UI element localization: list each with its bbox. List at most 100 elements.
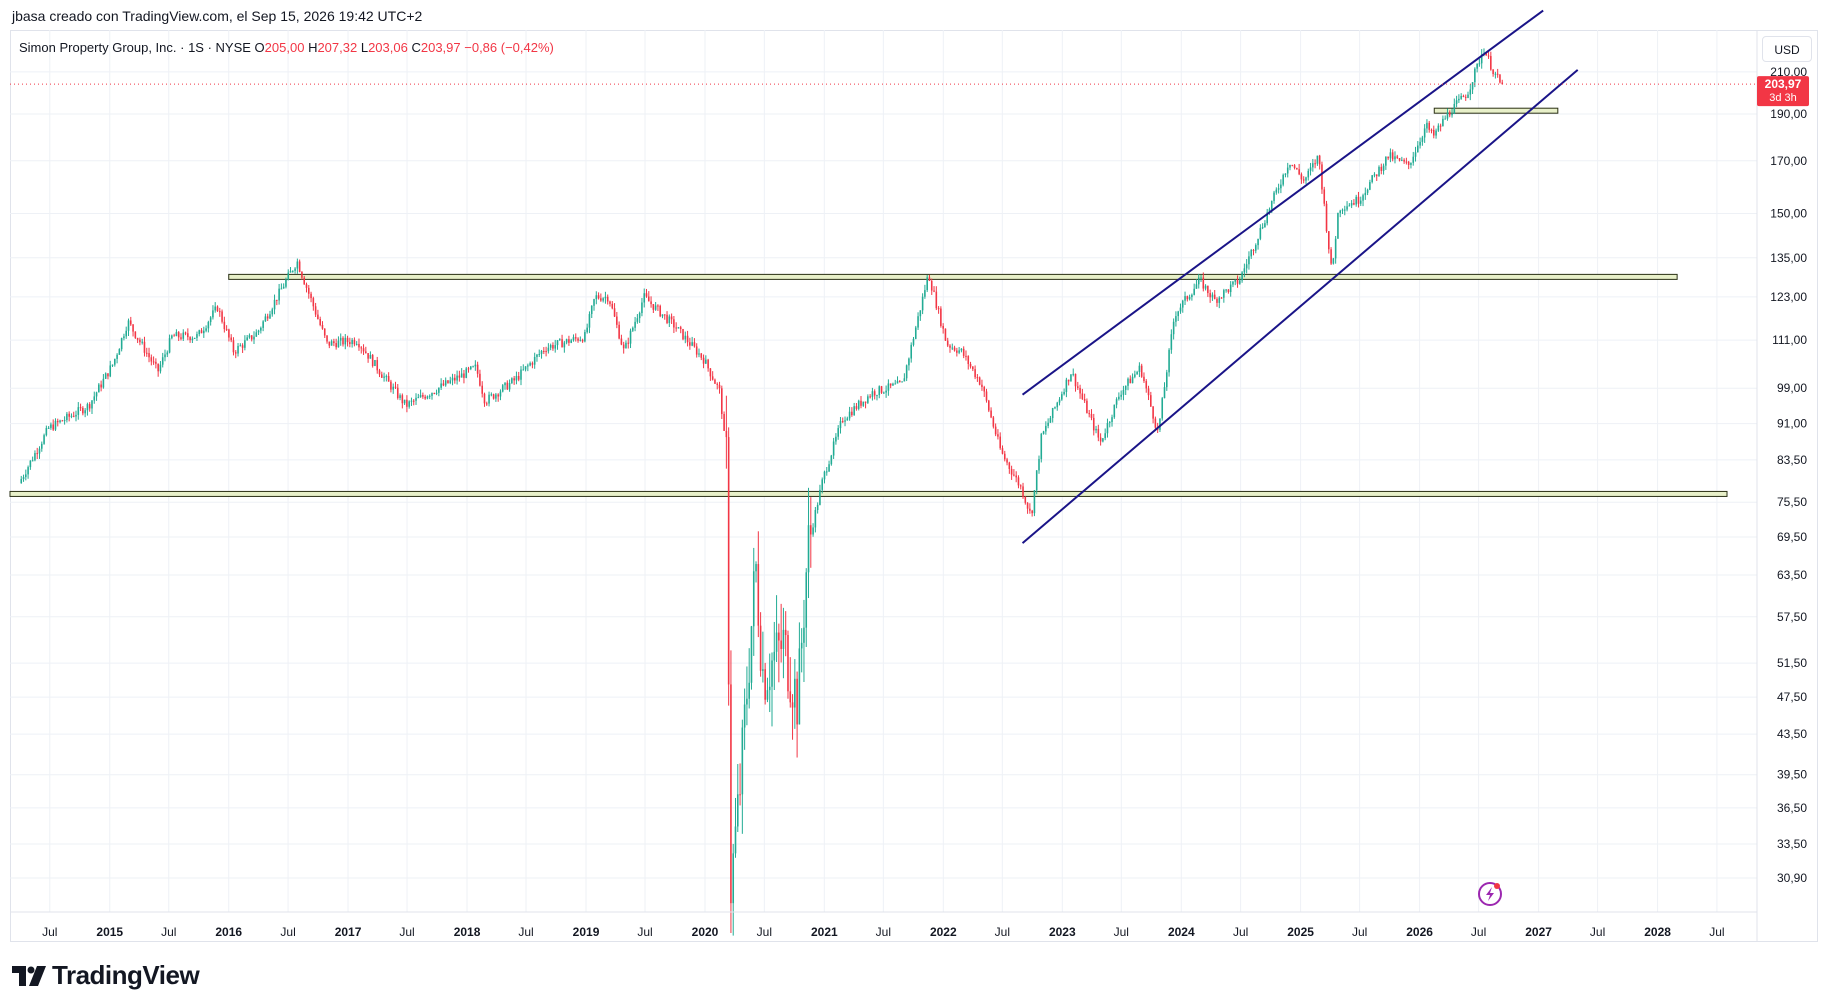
candle-body bbox=[1152, 406, 1154, 419]
candle-body bbox=[150, 357, 153, 362]
candle-body bbox=[406, 399, 408, 407]
candle-body bbox=[328, 341, 331, 346]
candle-body bbox=[855, 406, 858, 409]
candle-body bbox=[1492, 69, 1494, 75]
support-level[interactable] bbox=[228, 273, 1678, 280]
candle-body bbox=[180, 337, 182, 339]
candle-body bbox=[111, 364, 114, 366]
candle-body bbox=[1140, 365, 1143, 377]
candle-body bbox=[1442, 118, 1444, 127]
candle-body bbox=[1029, 508, 1031, 511]
candle-body bbox=[1145, 381, 1148, 389]
candle-body bbox=[1314, 163, 1316, 165]
trend-channel bbox=[1021, 9, 1579, 544]
candle-body bbox=[730, 684, 732, 904]
candle-body bbox=[533, 356, 536, 365]
candle-body bbox=[641, 302, 643, 314]
candle-body bbox=[120, 338, 123, 350]
candle-body bbox=[800, 642, 803, 649]
candle-body bbox=[1396, 156, 1399, 159]
candle-body bbox=[209, 317, 212, 323]
candle-body bbox=[474, 364, 477, 367]
candle-body bbox=[1099, 437, 1102, 442]
candle-body bbox=[244, 340, 246, 348]
support-level[interactable] bbox=[1433, 107, 1559, 114]
candle-body bbox=[750, 626, 753, 683]
candle-body bbox=[335, 343, 337, 348]
candle-body bbox=[1380, 166, 1383, 171]
candle-body bbox=[298, 261, 301, 272]
candle-body bbox=[148, 353, 150, 358]
candle-body bbox=[207, 322, 210, 329]
candle-body bbox=[705, 359, 707, 364]
candle-body bbox=[600, 298, 602, 301]
candle-body bbox=[271, 309, 274, 315]
candle-body bbox=[586, 327, 588, 333]
candle-body bbox=[369, 354, 372, 359]
candle-body bbox=[278, 288, 280, 301]
candle-body bbox=[1453, 103, 1456, 114]
channel-line[interactable] bbox=[1021, 9, 1544, 396]
candle-body bbox=[556, 340, 559, 346]
tradingview-logo[interactable]: TradingView bbox=[12, 960, 200, 991]
candle-body bbox=[143, 341, 146, 353]
candle-body bbox=[602, 298, 604, 301]
candle-body bbox=[1389, 152, 1392, 159]
candle-body bbox=[609, 301, 611, 304]
candle-body bbox=[82, 407, 84, 414]
candle-body bbox=[1494, 73, 1497, 75]
time-tick-label: Jul bbox=[1114, 925, 1129, 939]
candle-body bbox=[225, 329, 228, 331]
change-value: −0,86 (−0,42%) bbox=[464, 40, 554, 55]
time-tick-label: Jul bbox=[995, 925, 1010, 939]
candle-body bbox=[59, 420, 61, 423]
time-tick-label: 2024 bbox=[1168, 925, 1195, 939]
candle-body bbox=[127, 320, 130, 331]
candle-body bbox=[155, 361, 157, 364]
time-tick-label: Jul bbox=[1233, 925, 1248, 939]
open-label: O bbox=[254, 40, 265, 55]
candle-body bbox=[479, 373, 481, 386]
candle-body bbox=[203, 330, 205, 334]
candle-body bbox=[1270, 200, 1273, 210]
candle-body bbox=[689, 342, 691, 346]
candle-body bbox=[773, 651, 776, 661]
grid-lines bbox=[10, 30, 1757, 912]
candle-body bbox=[1248, 256, 1250, 265]
candle-body bbox=[1177, 311, 1179, 317]
lightning-icon[interactable] bbox=[1478, 882, 1502, 906]
candle-body bbox=[45, 428, 48, 436]
candle-body bbox=[1061, 394, 1063, 400]
candle-body bbox=[983, 386, 986, 392]
candle-body bbox=[91, 400, 93, 409]
candle-body bbox=[1223, 290, 1225, 298]
candle-body bbox=[1040, 433, 1043, 460]
candles bbox=[20, 48, 1504, 936]
candle-body bbox=[593, 299, 595, 306]
candle-body bbox=[798, 648, 801, 725]
candle-body bbox=[1161, 398, 1164, 419]
candle-body bbox=[346, 337, 349, 343]
candle-body bbox=[862, 401, 865, 406]
candle-body bbox=[1403, 159, 1405, 162]
candle-body bbox=[1275, 189, 1278, 193]
candle-body bbox=[1113, 404, 1116, 418]
candle-body bbox=[625, 342, 627, 349]
support-level[interactable] bbox=[9, 490, 1728, 497]
candle-body bbox=[339, 337, 342, 341]
candle-body bbox=[579, 339, 582, 341]
candle-body bbox=[581, 339, 584, 342]
channel-line[interactable] bbox=[1021, 69, 1579, 544]
candle-body bbox=[52, 424, 54, 430]
candle-body bbox=[880, 386, 883, 393]
candle-body bbox=[892, 383, 894, 386]
candle-body bbox=[358, 343, 360, 348]
candle-body bbox=[485, 403, 488, 405]
candle-body bbox=[839, 421, 842, 429]
currency-button[interactable]: USD bbox=[1762, 36, 1812, 62]
candle-body bbox=[168, 338, 171, 353]
candle-body bbox=[714, 379, 716, 384]
candle-body bbox=[1129, 378, 1132, 384]
candle-body bbox=[871, 391, 874, 397]
